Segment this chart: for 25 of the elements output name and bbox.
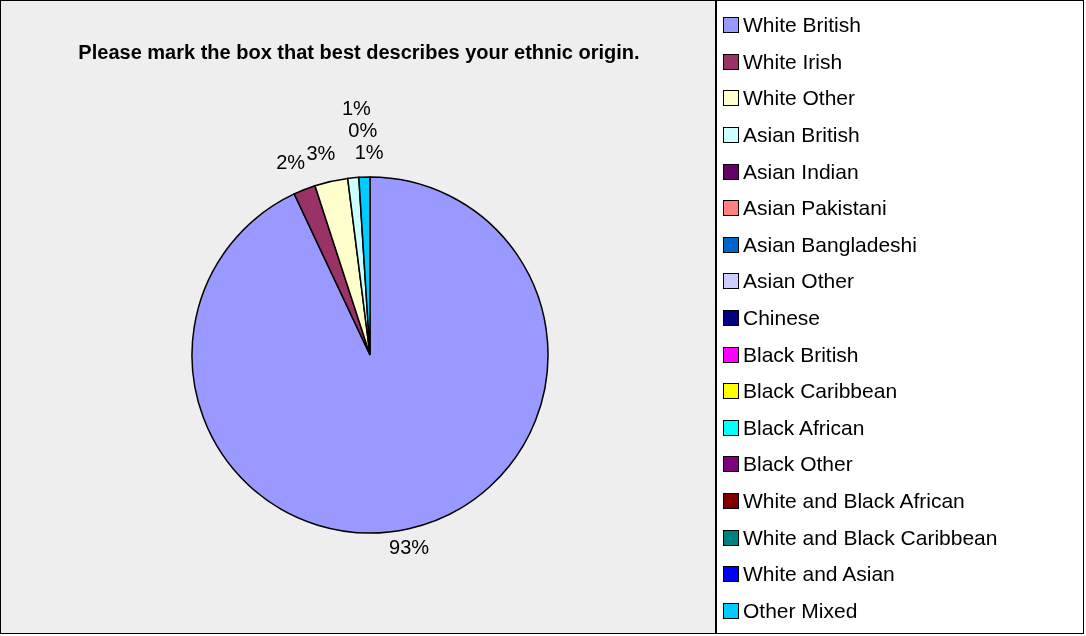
legend-label: White and Asian <box>743 562 895 587</box>
legend-label: Asian Bangladeshi <box>743 232 917 257</box>
data-label: 1% <box>341 97 372 119</box>
legend-label: Black British <box>743 342 859 367</box>
data-label: 93% <box>389 536 430 559</box>
legend-label: Asian Other <box>743 269 854 294</box>
legend-label: Asian Indian <box>743 159 859 184</box>
pie-slice <box>191 176 549 534</box>
legend-label: Asian British <box>743 123 860 148</box>
legend-label: Black Other <box>743 452 853 477</box>
legend-label: White and Black Caribbean <box>743 525 998 550</box>
legend-label: White and Black African <box>743 489 965 514</box>
legend-label: Chinese <box>743 306 821 331</box>
legend-label: Black African <box>743 415 865 440</box>
data-label: 2% <box>276 151 306 174</box>
text: 0% <box>348 119 378 141</box>
legend-label: White Irish <box>743 49 843 74</box>
data-label: 1% <box>354 141 384 163</box>
data-label: 3% <box>306 141 336 164</box>
legend-label: White Other <box>743 86 856 111</box>
legend-label: White British <box>743 13 861 38</box>
legend-label: Black Caribbean <box>743 379 898 404</box>
text: Please mark the box that best describes your ethnic origin. <box>77 41 641 64</box>
legend-label: Asian Pakistani <box>743 196 887 221</box>
legend-label: Other Mixed <box>743 598 858 623</box>
